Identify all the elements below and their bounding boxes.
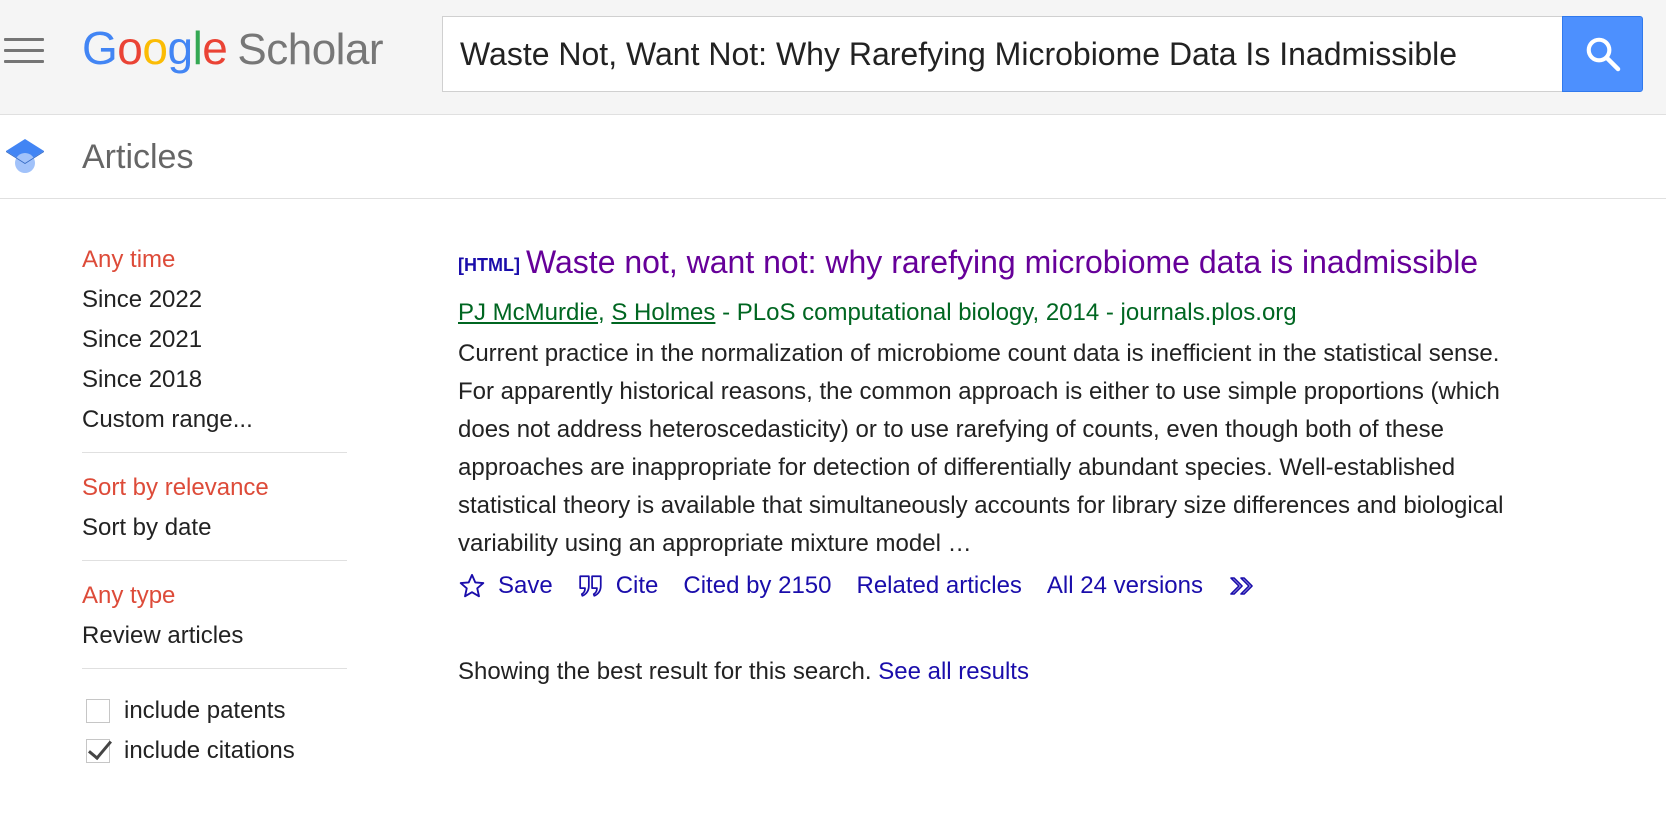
search-box: [442, 16, 1563, 92]
include-citations-checkbox[interactable]: [86, 739, 110, 763]
double-chevron-icon: [1230, 577, 1253, 595]
logo-letter: e: [202, 22, 228, 74]
sort-by-date[interactable]: Sort by date: [82, 514, 212, 541]
result-source: - PLoS computational biology, 2014 - jou…: [715, 299, 1297, 326]
filter-since-2022[interactable]: Since 2022: [82, 286, 203, 313]
best-result-text: Showing the best result for this search.: [458, 658, 879, 685]
divider: [82, 452, 347, 453]
graduation-cap-icon[interactable]: [6, 139, 44, 175]
google-scholar-logo[interactable]: Google Scholar: [82, 18, 384, 80]
include-patents-label: include patents: [124, 697, 286, 724]
logo-letter: g: [167, 22, 193, 74]
filter-any-time[interactable]: Any time: [82, 246, 176, 273]
result-snippet: Current practice in the normalization of…: [458, 340, 1504, 557]
logo-letter: o: [142, 22, 168, 74]
best-result-note: Showing the best result for this search.…: [458, 652, 1029, 692]
logo-product: Scholar: [237, 25, 384, 74]
cite-label: Cite: [615, 572, 659, 599]
result-title-row: [HTML] Waste not, want not: why rarefying…: [458, 240, 1578, 291]
related-articles-link[interactable]: Related articles: [856, 572, 1022, 599]
include-citations-option[interactable]: include citations: [82, 731, 347, 771]
html-format-link[interactable]: [HTML]: [458, 255, 520, 275]
save-label: Save: [498, 572, 553, 599]
filter-sidebar: Any time Since 2022 Since 2021 Since 201…: [82, 240, 347, 771]
search-icon: [1586, 37, 1620, 72]
divider: [82, 668, 347, 669]
include-citations-label: include citations: [124, 737, 295, 764]
cite-button[interactable]: Cite: [578, 572, 659, 600]
quote-icon: [579, 575, 602, 597]
cited-by-link[interactable]: Cited by 2150: [683, 572, 832, 599]
see-all-results-link[interactable]: See all results: [878, 658, 1029, 685]
divider: [82, 560, 347, 561]
star-icon: [459, 573, 485, 598]
logo-letter: G: [82, 22, 118, 74]
all-versions-link[interactable]: All 24 versions: [1046, 572, 1203, 599]
filter-any-type[interactable]: Any type: [82, 582, 176, 609]
search-result: [HTML] Waste not, want not: why rarefying…: [458, 240, 1578, 607]
filter-since-2021[interactable]: Since 2021: [82, 326, 203, 353]
search-input[interactable]: [443, 17, 1563, 91]
author-link[interactable]: S Holmes: [611, 299, 716, 326]
hamburger-menu-icon[interactable]: [4, 38, 44, 64]
more-actions-button[interactable]: [1228, 573, 1270, 599]
section-title: Articles: [82, 138, 194, 176]
logo-letter: l: [192, 22, 203, 74]
include-patents-checkbox[interactable]: [86, 699, 110, 723]
result-authors-row: PJ McMurdie, S Holmes - PLoS computation…: [458, 293, 1578, 333]
result-actions: Save Cite Cited by 2150 Related articles…: [458, 565, 1578, 607]
filter-review-articles[interactable]: Review articles: [82, 622, 244, 649]
result-title-link[interactable]: Waste not, want not: why rarefying micro…: [525, 244, 1479, 280]
author-link[interactable]: PJ McMurdie: [458, 299, 599, 326]
sort-by-relevance[interactable]: Sort by relevance: [82, 474, 269, 501]
header: Google Scholar: [0, 0, 1666, 115]
save-button[interactable]: Save: [458, 572, 553, 600]
section-bar: Articles: [0, 115, 1666, 199]
search-button[interactable]: [1562, 16, 1643, 92]
logo-letter: o: [117, 22, 143, 74]
filter-since-2018[interactable]: Since 2018: [82, 366, 203, 393]
filter-custom-range[interactable]: Custom range...: [82, 406, 253, 433]
author-separator: ,: [598, 299, 605, 326]
include-patents-option[interactable]: include patents: [82, 691, 347, 731]
